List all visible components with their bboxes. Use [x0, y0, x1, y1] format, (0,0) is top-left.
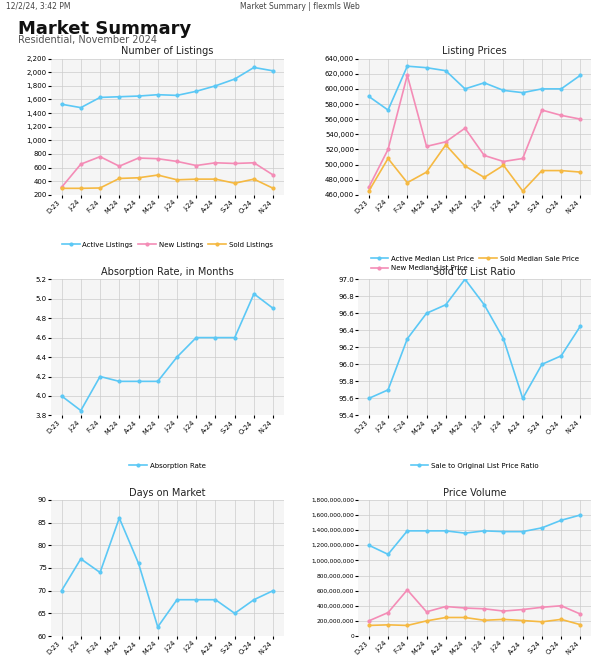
- Text: 12/2/24, 3:42 PM: 12/2/24, 3:42 PM: [6, 2, 71, 11]
- Legend: Absorption Rate: Absorption Rate: [130, 462, 205, 469]
- Title: Price Volume: Price Volume: [443, 488, 506, 498]
- Legend: Active Listings, New Listings, Sold Listings: Active Listings, New Listings, Sold List…: [62, 242, 272, 248]
- Text: Market Summary: Market Summary: [18, 20, 191, 38]
- Title: Listing Prices: Listing Prices: [442, 47, 507, 57]
- Text: Market Summary | flexmls Web: Market Summary | flexmls Web: [240, 2, 360, 11]
- Title: Absorption Rate, in Months: Absorption Rate, in Months: [101, 267, 234, 277]
- Legend: Active Median List Price, New Median List Price, Sold Median Sale Price: Active Median List Price, New Median Lis…: [371, 256, 578, 272]
- Legend: Sale to Original List Price Ratio: Sale to Original List Price Ratio: [411, 462, 539, 469]
- Title: Number of Listings: Number of Listings: [121, 47, 214, 57]
- Title: Sold to List Ratio: Sold to List Ratio: [433, 267, 516, 277]
- Title: Days on Market: Days on Market: [129, 488, 206, 498]
- Text: Residential, November 2024: Residential, November 2024: [18, 35, 157, 45]
